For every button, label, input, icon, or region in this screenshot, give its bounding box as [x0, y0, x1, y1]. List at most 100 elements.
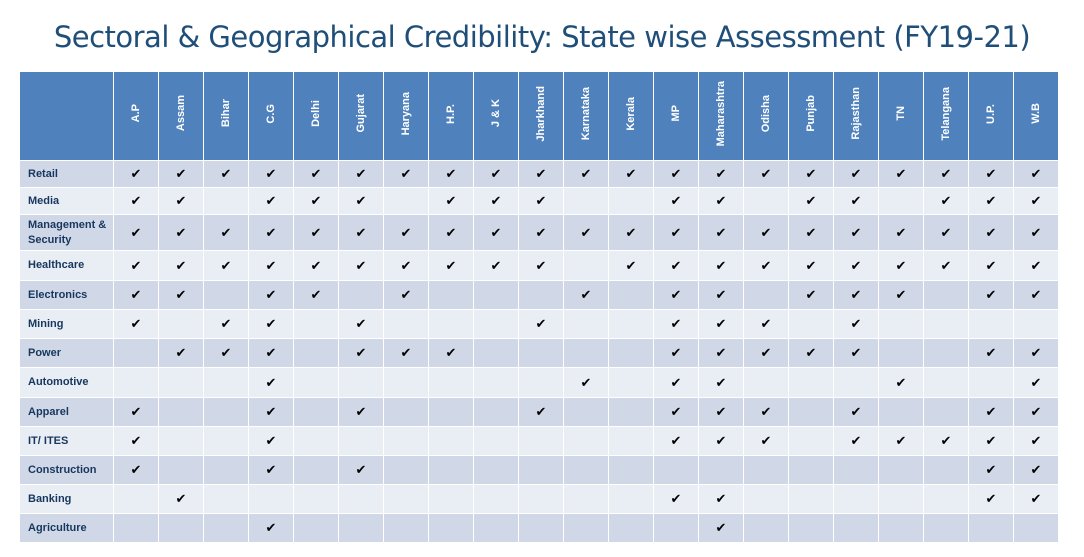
empty-cell	[608, 397, 654, 427]
empty-cell	[968, 367, 1014, 398]
check-icon: ✔	[878, 250, 924, 281]
empty-cell	[113, 338, 159, 368]
check-icon: ✔	[518, 187, 564, 215]
check-icon: ✔	[473, 187, 519, 215]
empty-cell	[113, 484, 159, 514]
check-icon: ✔	[653, 338, 699, 368]
empty-cell	[968, 513, 1014, 543]
check-icon: ✔	[248, 214, 294, 251]
check-icon: ✔	[248, 455, 294, 485]
check-icon: ✔	[113, 250, 159, 281]
empty-cell	[473, 426, 519, 456]
empty-cell	[608, 484, 654, 514]
check-icon: ✔	[1013, 484, 1059, 514]
state-header: Delhi	[293, 71, 339, 161]
check-icon: ✔	[428, 214, 474, 251]
check-icon: ✔	[518, 160, 564, 188]
check-icon: ✔	[1013, 397, 1059, 427]
empty-cell	[203, 280, 249, 310]
check-icon: ✔	[248, 309, 294, 339]
table-row: Media ✔ ✔ ✔ ✔ ✔ ✔ ✔ ✔ ✔ ✔ ✔ ✔ ✔ ✔ ✔	[19, 187, 1059, 215]
check-icon: ✔	[518, 397, 564, 427]
empty-cell	[518, 338, 564, 368]
check-icon: ✔	[383, 280, 429, 310]
state-label: TN	[895, 106, 907, 121]
check-icon: ✔	[788, 338, 834, 368]
check-icon: ✔	[113, 187, 159, 215]
empty-cell	[158, 367, 204, 398]
empty-cell	[878, 338, 924, 368]
check-icon: ✔	[923, 160, 969, 188]
check-icon: ✔	[203, 338, 249, 368]
check-icon: ✔	[113, 309, 159, 339]
check-icon: ✔	[158, 160, 204, 188]
check-icon: ✔	[518, 214, 564, 251]
empty-cell	[293, 397, 339, 427]
state-label: Maharashtra	[715, 80, 727, 147]
state-header: Karnataka	[563, 71, 609, 161]
check-icon: ✔	[248, 280, 294, 310]
empty-cell	[923, 513, 969, 543]
check-icon: ✔	[1013, 160, 1059, 188]
check-icon: ✔	[473, 160, 519, 188]
check-icon: ✔	[743, 214, 789, 251]
check-icon: ✔	[743, 250, 789, 281]
empty-cell	[608, 309, 654, 339]
check-icon: ✔	[968, 455, 1014, 485]
check-icon: ✔	[563, 280, 609, 310]
state-label: Rajasthan	[850, 87, 862, 140]
header-row: A.P Assam Bihar C.G Delhi Gujarat Haryana H.P. J…	[19, 71, 1059, 161]
empty-cell	[833, 513, 879, 543]
check-icon: ✔	[788, 214, 834, 251]
table-row: Healthcare ✔ ✔ ✔ ✔ ✔ ✔ ✔ ✔ ✔ ✔ ✔ ✔ ✔ ✔ ✔ ✔ ✔ ✔ ✔ ✔	[19, 250, 1059, 281]
empty-cell	[563, 513, 609, 543]
empty-cell	[923, 455, 969, 485]
empty-cell	[518, 280, 564, 310]
table-row: Mining ✔ ✔ ✔ ✔ ✔ ✔ ✔ ✔ ✔	[19, 309, 1059, 339]
state-header: Punjab	[788, 71, 834, 161]
empty-cell	[293, 367, 339, 398]
sector-label: Healthcare	[19, 250, 114, 281]
check-icon: ✔	[248, 367, 294, 398]
check-icon: ✔	[698, 160, 744, 188]
check-icon: ✔	[698, 280, 744, 310]
empty-cell	[923, 309, 969, 339]
check-icon: ✔	[248, 513, 294, 543]
empty-cell	[428, 309, 474, 339]
check-icon: ✔	[608, 250, 654, 281]
empty-cell	[788, 455, 834, 485]
check-icon: ✔	[833, 280, 879, 310]
check-icon: ✔	[293, 160, 339, 188]
check-icon: ✔	[653, 367, 699, 398]
check-icon: ✔	[293, 280, 339, 310]
empty-cell	[788, 484, 834, 514]
empty-cell	[248, 484, 294, 514]
state-header: Odisha	[743, 71, 789, 161]
check-icon: ✔	[698, 367, 744, 398]
state-label: J & K	[490, 99, 502, 128]
check-icon: ✔	[788, 160, 834, 188]
state-label: Punjab	[805, 95, 817, 132]
empty-cell	[653, 455, 699, 485]
empty-cell	[518, 367, 564, 398]
check-icon: ✔	[113, 397, 159, 427]
check-icon: ✔	[248, 338, 294, 368]
state-header: Telangana	[923, 71, 969, 161]
sector-label: Retail	[19, 160, 114, 188]
empty-cell	[293, 309, 339, 339]
check-icon: ✔	[653, 397, 699, 427]
check-icon: ✔	[293, 250, 339, 281]
empty-cell	[608, 513, 654, 543]
empty-cell	[653, 513, 699, 543]
empty-cell	[203, 367, 249, 398]
check-icon: ✔	[248, 187, 294, 215]
check-icon: ✔	[383, 338, 429, 368]
empty-cell	[563, 309, 609, 339]
check-icon: ✔	[653, 214, 699, 251]
check-icon: ✔	[878, 280, 924, 310]
check-icon: ✔	[743, 160, 789, 188]
empty-cell	[158, 397, 204, 427]
empty-cell	[923, 338, 969, 368]
empty-cell	[563, 338, 609, 368]
empty-cell	[428, 484, 474, 514]
